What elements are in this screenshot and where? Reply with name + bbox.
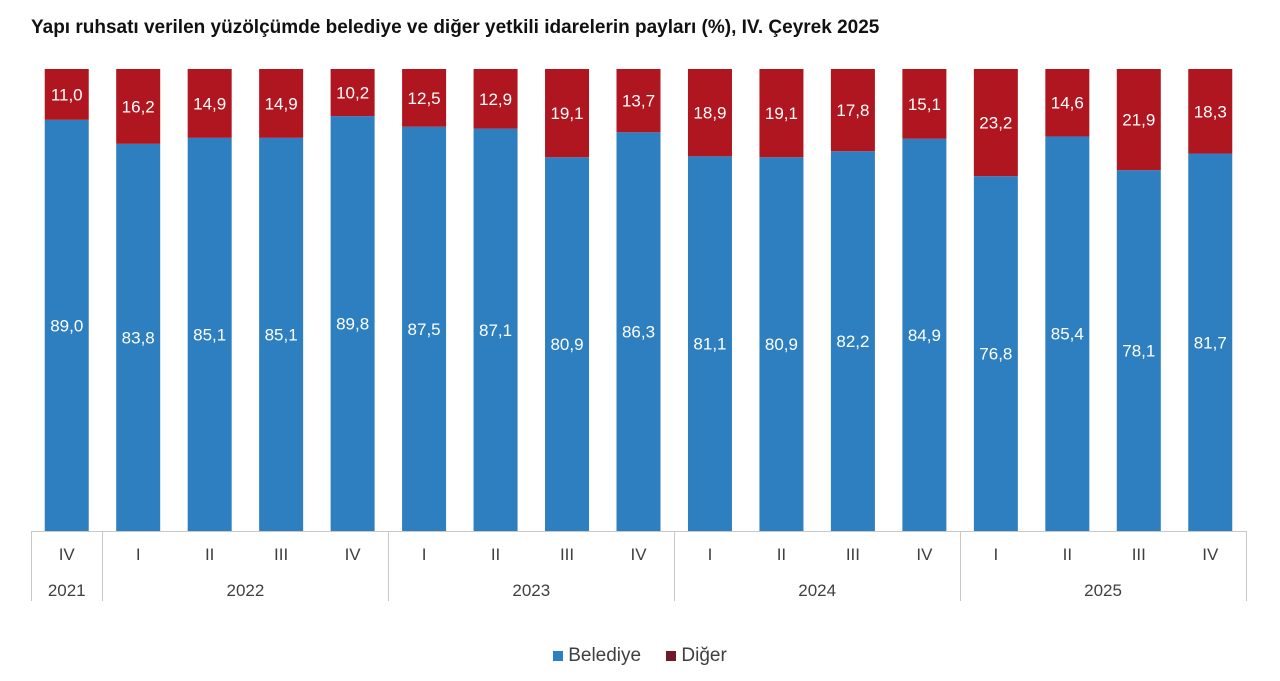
bar-belediye [44,119,89,531]
data-label-diger: 15,1 [908,95,941,114]
bar-diger [116,69,161,144]
legend-swatch-diger [666,651,677,661]
x-tick-label-quarter: IV [345,545,362,564]
data-label-diger: 10,2 [336,84,369,103]
bar-belediye [259,137,304,531]
x-tick-label-quarter: II [491,545,500,564]
bar-belediye [116,143,161,531]
x-tick-label-quarter: II [205,545,214,564]
bar-diger [687,69,732,157]
legend-item-belediye: Belediye [553,645,641,667]
data-label-belediye: 80,9 [550,335,583,354]
bar-belediye [902,138,947,531]
bar-diger [759,69,804,158]
data-label-diger: 23,2 [979,114,1012,133]
x-tick-label-quarter: III [274,545,288,564]
x-tick-label-year: 2022 [226,581,264,600]
x-tick-label-year: 2023 [512,581,550,600]
legend-item-diger: Diğer [666,645,727,667]
data-label-belediye: 85,4 [1051,325,1084,344]
x-tick-label-year: 2024 [798,581,836,600]
bar-belediye [830,151,875,531]
data-label-belediye: 80,9 [765,335,798,354]
data-label-belediye: 76,8 [979,345,1012,364]
bar-belediye [545,157,590,531]
bar-belediye [687,156,732,531]
data-label-diger: 19,1 [765,104,798,123]
bar-belediye [1188,153,1233,531]
data-label-diger: 14,9 [265,94,298,113]
x-tick-label-quarter: I [422,545,427,564]
x-tick-label-year: 2025 [1084,581,1122,600]
data-label-diger: 19,1 [550,104,583,123]
bar-diger [545,69,590,158]
bar-belediye [1116,170,1161,532]
data-label-belediye: 78,1 [1122,342,1155,361]
x-tick-label-quarter: I [993,545,998,564]
bar-diger [44,69,89,120]
bar-diger [402,69,447,127]
bar-diger [330,69,375,117]
legend-label-belediye: Belediye [568,645,642,666]
data-label-diger: 16,2 [122,97,155,116]
data-label-belediye: 81,1 [693,335,726,354]
data-label-belediye: 83,8 [122,328,155,347]
data-label-diger: 14,6 [1051,94,1084,113]
bar-belediye [759,157,804,531]
data-label-belediye: 81,7 [1194,333,1227,352]
bar-diger [259,69,304,138]
data-label-diger: 12,5 [408,89,441,108]
data-label-diger: 18,3 [1194,102,1227,121]
bar-diger [973,69,1018,177]
bar-belediye [402,126,447,531]
x-tick-label-quarter: I [136,545,141,564]
bar-diger [1188,69,1233,154]
bar-diger [1045,69,1090,137]
bar-diger [830,69,875,152]
x-tick-label-quarter: IV [59,545,76,564]
x-tick-label-quarter: III [560,545,574,564]
data-label-belediye: 89,8 [336,315,369,334]
bar-belediye [616,132,661,531]
data-label-diger: 14,9 [193,94,226,113]
data-label-belediye: 82,2 [836,332,869,351]
data-label-belediye: 87,5 [408,320,441,339]
stacked-bar-chart: 89,011,0IV83,816,2I85,114,9II85,114,9III… [31,69,1247,601]
x-tick-label-quarter: I [708,545,713,564]
data-label-diger: 17,8 [836,101,869,120]
x-tick-label-quarter: II [1063,545,1072,564]
bar-belediye [1045,136,1090,531]
x-tick-label-quarter: IV [630,545,647,564]
data-label-belediye: 84,9 [908,326,941,345]
bar-diger [1116,69,1161,171]
legend: Belediye Diğer [0,645,1280,667]
data-label-diger: 13,7 [622,92,655,111]
data-label-diger: 21,9 [1122,111,1155,130]
data-label-belediye: 86,3 [622,323,655,342]
x-tick-label-quarter: III [846,545,860,564]
data-label-belediye: 87,1 [479,321,512,340]
chart-title: Yapı ruhsatı verilen yüzölçümde belediye… [31,17,880,38]
data-label-belediye: 85,1 [193,325,226,344]
bar-diger [473,69,518,129]
legend-swatch-belediye [553,651,564,661]
x-tick-label-year: 2021 [48,581,86,600]
x-tick-label-quarter: III [1132,545,1146,564]
data-label-belediye: 89,0 [50,316,83,335]
bar-belediye [187,137,232,531]
data-label-diger: 11,0 [51,85,83,104]
data-label-diger: 12,9 [479,90,512,109]
bar-diger [187,69,232,138]
data-label-diger: 18,9 [693,104,726,123]
data-label-belediye: 85,1 [265,325,298,344]
bar-belediye [330,116,375,532]
bar-belediye [973,176,1018,531]
bar-diger [902,69,947,139]
x-tick-label-quarter: II [777,545,786,564]
bar-diger [616,69,661,133]
legend-label-diger: Diğer [681,645,727,666]
x-tick-label-quarter: IV [1202,545,1219,564]
x-tick-label-quarter: IV [916,545,933,564]
bar-belediye [473,128,518,531]
